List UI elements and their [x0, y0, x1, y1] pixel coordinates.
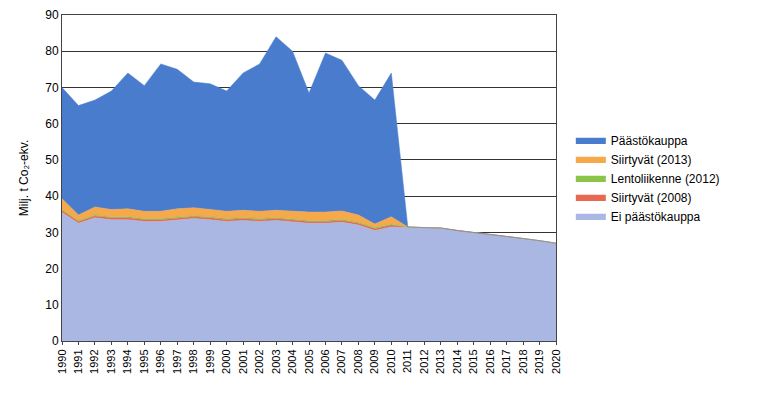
svg-text:1993: 1993	[105, 349, 117, 373]
svg-text:2011: 2011	[401, 349, 413, 373]
svg-text:1996: 1996	[154, 349, 166, 373]
svg-text:1991: 1991	[72, 349, 84, 373]
svg-text:2005: 2005	[303, 349, 315, 373]
svg-text:2017: 2017	[500, 349, 512, 373]
svg-text:20: 20	[45, 262, 59, 276]
svg-text:10: 10	[45, 298, 59, 312]
svg-text:1995: 1995	[138, 349, 150, 373]
svg-text:Päästökauppa: Päästökauppa	[611, 134, 688, 148]
svg-text:2018: 2018	[517, 349, 529, 373]
svg-text:2013: 2013	[434, 349, 446, 373]
svg-text:90: 90	[45, 8, 59, 22]
svg-text:2020: 2020	[550, 349, 562, 373]
svg-text:2001: 2001	[237, 349, 249, 373]
svg-text:2014: 2014	[451, 349, 463, 373]
svg-text:0: 0	[52, 334, 59, 348]
svg-text:Siirtyvät (2008): Siirtyvät (2008)	[611, 191, 692, 205]
svg-text:2007: 2007	[336, 349, 348, 373]
svg-text:2009: 2009	[368, 349, 380, 373]
svg-text:2015: 2015	[467, 349, 479, 373]
svg-text:2006: 2006	[319, 349, 331, 373]
svg-text:1997: 1997	[171, 349, 183, 373]
svg-text:2003: 2003	[270, 349, 282, 373]
svg-text:1999: 1999	[204, 349, 216, 373]
svg-text:Ei päästökauppa: Ei päästökauppa	[611, 210, 701, 224]
svg-text:2010: 2010	[385, 349, 397, 373]
svg-text:Lentoliikenne (2012): Lentoliikenne (2012)	[611, 172, 720, 186]
svg-text:2008: 2008	[352, 349, 364, 373]
svg-text:1998: 1998	[187, 349, 199, 373]
svg-text:1992: 1992	[89, 349, 101, 373]
svg-text:Milj. t Co₂-ekv.: Milj. t Co₂-ekv.	[17, 140, 31, 216]
svg-text:2016: 2016	[484, 349, 496, 373]
svg-text:70: 70	[45, 81, 59, 95]
svg-text:60: 60	[45, 117, 59, 131]
svg-text:1994: 1994	[121, 349, 133, 373]
svg-text:Siirtyvät (2013): Siirtyvät (2013)	[611, 153, 692, 167]
svg-text:50: 50	[45, 153, 59, 167]
svg-text:1990: 1990	[56, 349, 68, 373]
svg-text:2002: 2002	[253, 349, 265, 373]
svg-text:2000: 2000	[220, 349, 232, 373]
svg-text:2012: 2012	[418, 349, 430, 373]
svg-text:30: 30	[45, 226, 59, 240]
svg-text:40: 40	[45, 189, 59, 203]
svg-text:80: 80	[45, 44, 59, 58]
svg-text:2004: 2004	[286, 349, 298, 373]
svg-text:2019: 2019	[533, 349, 545, 373]
